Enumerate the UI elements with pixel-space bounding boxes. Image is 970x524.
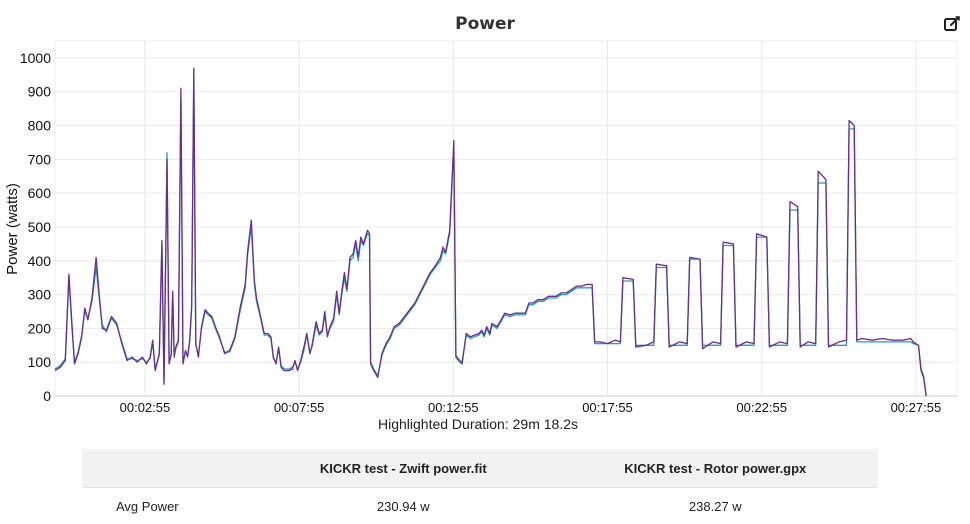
series-line-1 <box>55 68 926 396</box>
x-tick-label: 00:07:55 <box>274 400 325 415</box>
x-tick-labels: 00:02:55 00:07:55 00:12:55 00:17:55 00:22:55… <box>120 400 942 415</box>
avg-power-rotor: 238.27 w <box>553 488 878 524</box>
series-line-0 <box>55 75 926 396</box>
y-tick-label: 300 <box>28 287 52 303</box>
y-tick-label: 1000 <box>20 50 51 66</box>
y-tick-label: 500 <box>28 219 52 235</box>
y-tick-label: 400 <box>28 253 52 269</box>
highlighted-duration: Highlighted Duration: 29m 18.2s <box>0 416 956 432</box>
y-tick-label: 800 <box>28 118 52 134</box>
series-layer <box>55 68 926 396</box>
x-tick-label: 00:12:55 <box>428 400 479 415</box>
y-tick-label: 700 <box>28 151 52 167</box>
y-tick-label: 200 <box>28 320 52 336</box>
avg-power-zwift: 230.94 w <box>254 488 553 524</box>
y-tick-label: 0 <box>43 388 51 404</box>
y-tick-label: 600 <box>28 185 52 201</box>
y-tick-labels: 0 100 200 300 400 500 600 700 800 900 1000 <box>20 50 51 404</box>
stats-header-empty <box>82 449 254 488</box>
x-tick-label: 00:22:55 <box>736 400 787 415</box>
y-axis-label: Power (watts) <box>4 183 21 275</box>
row-label-avg-power: Avg Power <box>82 488 254 524</box>
y-tick-label: 100 <box>28 354 52 370</box>
x-tick-label: 00:02:55 <box>120 400 171 415</box>
table-row: Avg Power 230.94 w 238.27 w <box>82 488 878 524</box>
x-tick-label: 00:17:55 <box>582 400 633 415</box>
stats-table: KICKR test - Zwift power.fit KICKR test … <box>82 449 878 524</box>
plot-frame <box>55 41 957 396</box>
power-chart: 0 100 200 300 400 500 600 700 800 900 1000 00:02:5… <box>0 0 970 415</box>
y-tick-label: 900 <box>28 84 52 100</box>
grid-lines <box>55 41 957 396</box>
stats-header-row: KICKR test - Zwift power.fit KICKR test … <box>82 449 878 488</box>
stats-header-rotor: KICKR test - Rotor power.gpx <box>553 449 878 488</box>
x-tick-label: 00:27:55 <box>891 400 942 415</box>
stats-header-zwift: KICKR test - Zwift power.fit <box>254 449 553 488</box>
